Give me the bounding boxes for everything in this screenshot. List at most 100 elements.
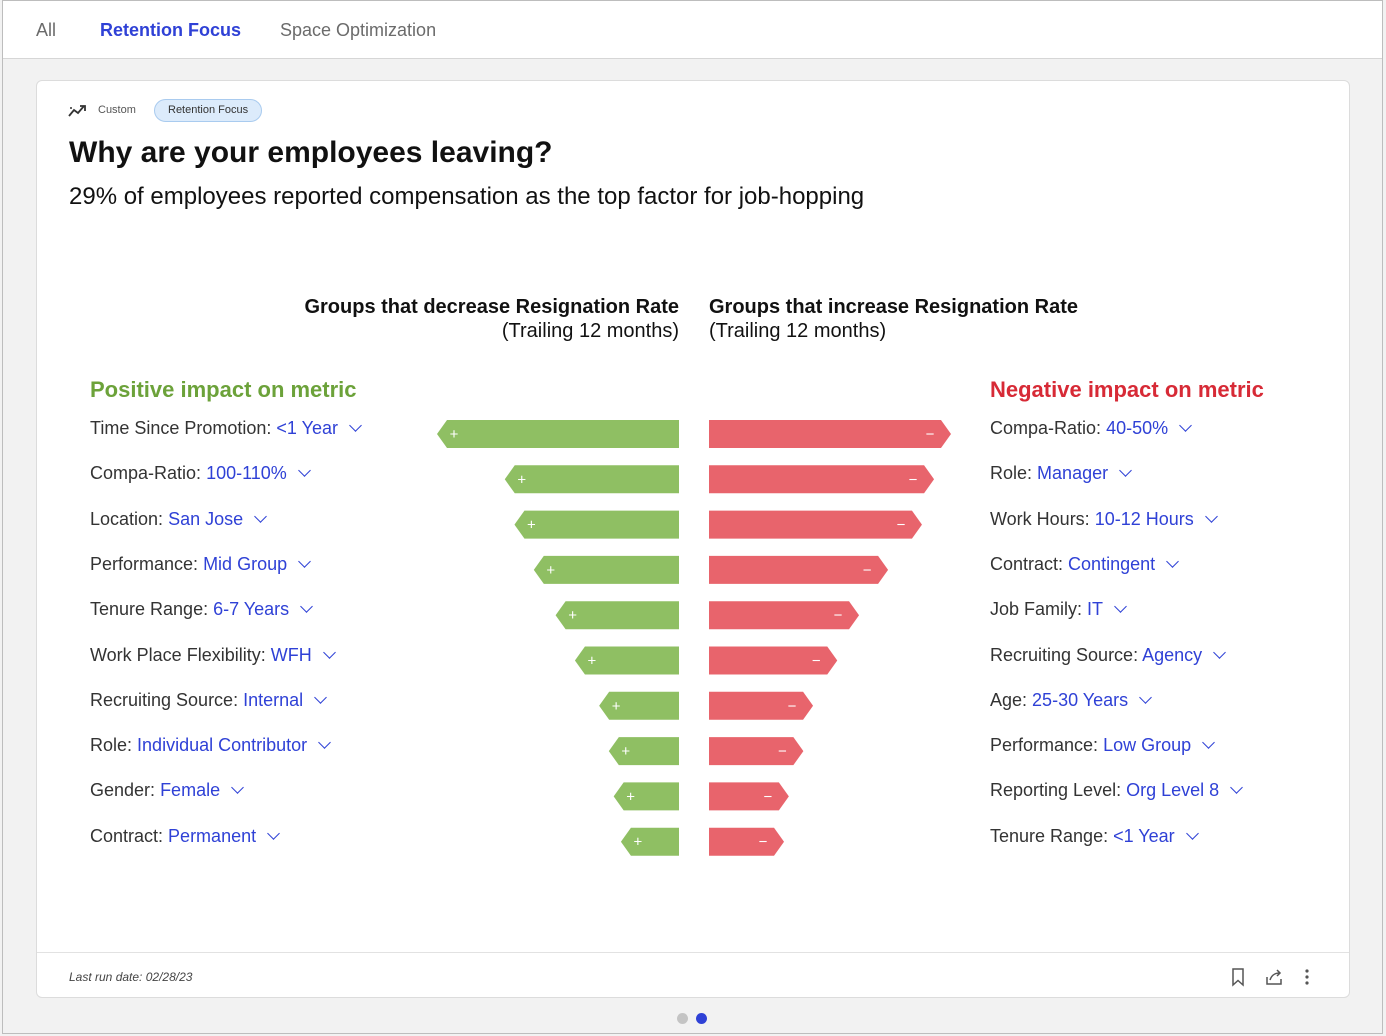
chevron-down-icon[interactable] xyxy=(298,555,311,568)
left-column-header: Groups that decrease Resignation Rate (T… xyxy=(287,295,679,343)
negative-factor-2[interactable]: Role: Manager xyxy=(990,463,1132,484)
positive-bar-2: + xyxy=(504,465,679,494)
factor-value[interactable]: San Jose xyxy=(168,508,244,529)
factor-name: Gender: xyxy=(90,780,156,801)
negative-factor-7[interactable]: Age: 25-30 Years xyxy=(990,689,1153,711)
negative-bar-3: − xyxy=(709,510,922,539)
positive-factor-8[interactable]: Role: Individual Contributor xyxy=(90,735,332,756)
factor-value[interactable]: Manager xyxy=(1037,463,1109,484)
chevron-down-icon[interactable] xyxy=(1202,736,1215,749)
factor-name: Time Since Promotion: xyxy=(90,418,272,438)
factor-value[interactable]: Individual Contributor xyxy=(137,735,308,756)
factor-value[interactable]: 100-110% xyxy=(206,463,287,484)
negative-factor-1[interactable]: Compa-Ratio: 40-50% xyxy=(990,418,1192,439)
negative-factor-5[interactable]: Job Family: IT xyxy=(990,599,1127,620)
chevron-down-icon[interactable] xyxy=(1166,555,1179,568)
positive-bar-6: + xyxy=(574,646,679,675)
positive-factor-1[interactable]: Time Since Promotion: <1 Year xyxy=(90,418,362,439)
chevron-down-icon[interactable] xyxy=(254,509,268,523)
chevron-down-icon[interactable] xyxy=(349,419,362,432)
positive-factor-3[interactable]: Location: San Jose xyxy=(90,508,268,530)
chevron-down-icon[interactable] xyxy=(1185,826,1199,840)
factor-value[interactable]: IT xyxy=(1087,599,1104,620)
factor-value[interactable]: 25-30 Years xyxy=(1032,689,1129,710)
chevron-down-icon[interactable] xyxy=(1119,464,1132,478)
chevron-down-icon[interactable] xyxy=(297,464,311,478)
chevron-down-icon[interactable] xyxy=(318,736,332,749)
negative-bar-9: − xyxy=(709,782,789,811)
negative-factor-4[interactable]: Contract: Contingent xyxy=(990,553,1179,575)
right-header-title: Groups that increase Resignation Rate xyxy=(709,296,1078,318)
page-dot-2-active[interactable] xyxy=(696,1013,707,1024)
negative-bar-2: − xyxy=(709,465,935,494)
factor-value[interactable]: Low Group xyxy=(1103,735,1192,756)
chevron-down-icon[interactable] xyxy=(1204,509,1218,523)
negative-factor-6[interactable]: Recruiting Source: Agency xyxy=(990,644,1227,666)
positive-factor-6[interactable]: Work Place Flexibility: WFH xyxy=(90,644,336,666)
plus-icon: + xyxy=(621,743,630,760)
card-type-label: Custom xyxy=(98,104,136,116)
positive-factor-9[interactable]: Gender: Female xyxy=(90,780,244,801)
positive-factor-10[interactable]: Contract: Permanent xyxy=(90,825,280,847)
share-icon[interactable] xyxy=(1263,966,1285,988)
chevron-down-icon[interactable] xyxy=(300,600,314,614)
plus-icon: + xyxy=(450,426,459,443)
insight-card: Custom Retention Focus Why are your empl… xyxy=(36,80,1350,998)
negative-bar-1: − xyxy=(709,420,951,448)
plus-icon: + xyxy=(517,471,526,488)
factor-value[interactable]: Permanent xyxy=(168,825,257,846)
chevron-down-icon[interactable] xyxy=(231,781,244,795)
positive-factor-4[interactable]: Performance: Mid Group xyxy=(90,553,311,575)
chevron-down-icon[interactable] xyxy=(1139,690,1153,704)
bookmark-icon[interactable] xyxy=(1227,966,1249,988)
factor-value[interactable]: 6-7 Years xyxy=(213,599,290,620)
chevron-down-icon[interactable] xyxy=(322,645,336,659)
negative-factor-10[interactable]: Tenure Range: <1 Year xyxy=(990,825,1199,847)
page-dot-1[interactable] xyxy=(677,1013,688,1024)
minus-icon: − xyxy=(759,834,768,851)
factor-value[interactable]: Female xyxy=(160,780,221,801)
positive-bar-1: + xyxy=(437,420,679,448)
factor-value[interactable]: Agency xyxy=(1142,644,1203,665)
tab-all[interactable]: All xyxy=(36,20,57,40)
factor-value[interactable]: <1 Year xyxy=(276,418,338,438)
factor-value[interactable]: 10-12 Hours xyxy=(1094,508,1194,529)
negative-bar-10: − xyxy=(709,827,785,856)
minus-icon: − xyxy=(763,788,772,805)
factor-name: Contract: xyxy=(90,825,164,846)
chevron-down-icon[interactable] xyxy=(1114,600,1127,614)
factor-value[interactable]: Org Level 8 xyxy=(1126,780,1220,801)
negative-bar-4: − xyxy=(709,555,889,584)
right-column-header: Groups that increase Resignation Rate (T… xyxy=(709,295,1109,343)
factor-value[interactable]: 40-50% xyxy=(1106,418,1169,438)
factor-value[interactable]: Internal xyxy=(243,689,304,710)
chevron-down-icon[interactable] xyxy=(1213,645,1227,659)
factor-value[interactable]: WFH xyxy=(270,644,312,665)
chevron-down-icon[interactable] xyxy=(314,690,328,704)
negative-bar-6: − xyxy=(709,646,838,675)
factor-value[interactable]: Contingent xyxy=(1068,553,1156,574)
chevron-down-icon[interactable] xyxy=(267,826,280,840)
factor-value[interactable]: Mid Group xyxy=(203,553,288,574)
positive-factor-7[interactable]: Recruiting Source: Internal xyxy=(90,689,328,711)
minus-icon: − xyxy=(834,607,843,624)
negative-factor-9[interactable]: Reporting Level: Org Level 8 xyxy=(990,780,1244,801)
plus-icon: + xyxy=(634,834,643,851)
tab-space-optimization[interactable]: Space Optimization xyxy=(280,20,437,40)
positive-factor-2[interactable]: Compa-Ratio: 100-110% xyxy=(90,463,311,484)
plus-icon: + xyxy=(588,653,597,670)
category-tag[interactable]: Retention Focus xyxy=(154,99,263,122)
negative-factor-8[interactable]: Performance: Low Group xyxy=(990,735,1215,756)
more-vertical-icon[interactable] xyxy=(1296,966,1318,988)
factor-value[interactable]: <1 Year xyxy=(1113,825,1175,846)
positive-bar-4: + xyxy=(533,555,679,584)
minus-icon: − xyxy=(926,426,935,443)
tab-retention-focus[interactable]: Retention Focus xyxy=(100,20,242,40)
footer-divider xyxy=(37,952,1349,953)
factor-name: Work Hours: xyxy=(990,508,1090,529)
positive-factor-5[interactable]: Tenure Range: 6-7 Years xyxy=(90,599,314,620)
chevron-down-icon[interactable] xyxy=(1230,781,1244,795)
chevron-down-icon[interactable] xyxy=(1179,419,1192,432)
negative-factor-3[interactable]: Work Hours: 10-12 Hours xyxy=(990,508,1218,530)
right-header-sub: (Trailing 12 months) xyxy=(709,320,887,342)
